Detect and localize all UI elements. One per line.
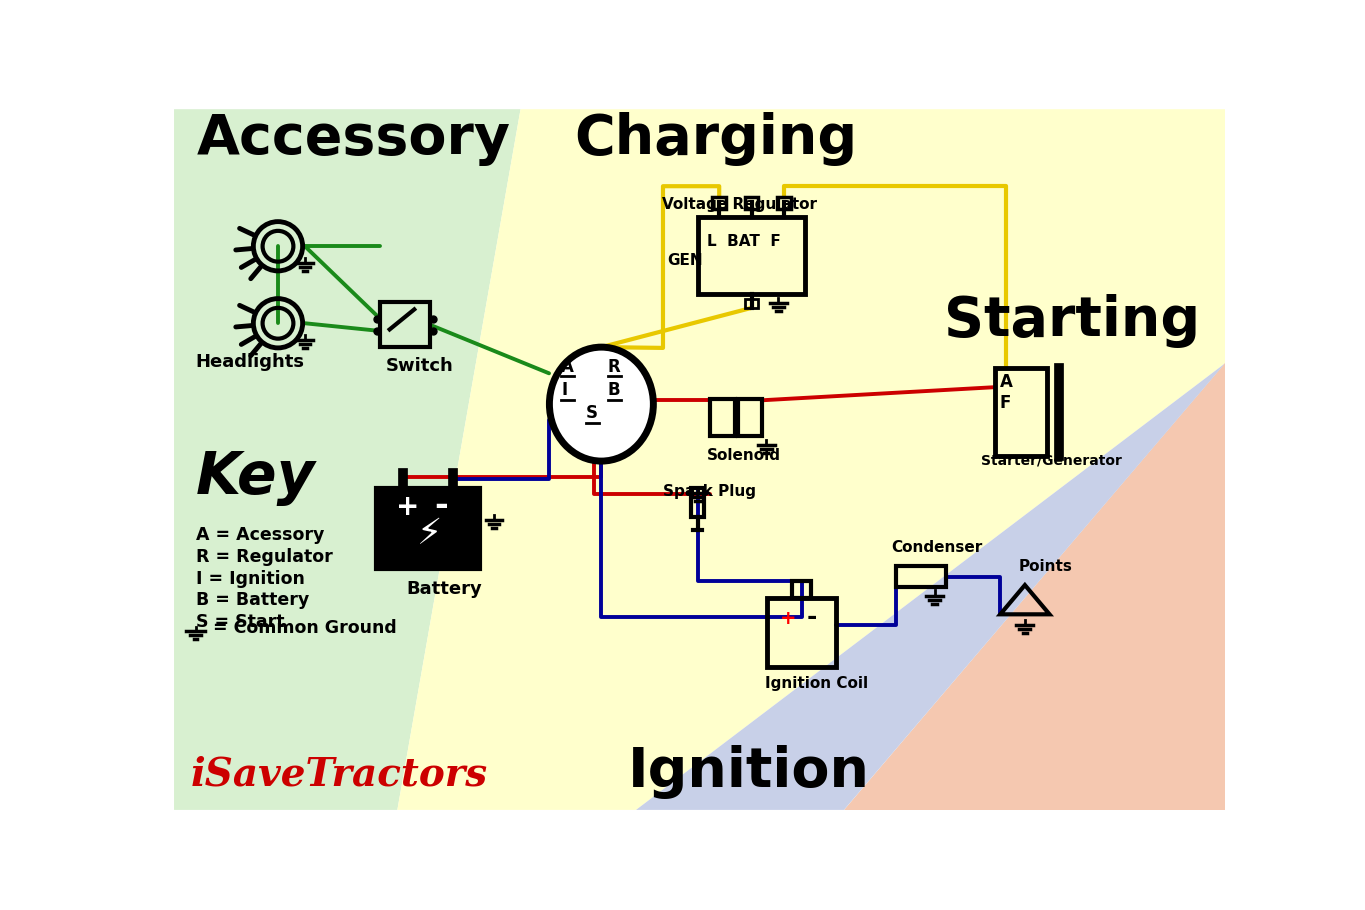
Bar [377,489,480,570]
Polygon shape [844,363,1224,810]
Text: ⚡: ⚡ [418,517,442,551]
Bar [379,302,430,347]
Text: -: - [807,604,816,629]
Bar [737,399,762,436]
Polygon shape [397,109,1224,810]
Text: +: + [779,609,797,628]
Text: Starter/Generator: Starter/Generator [981,454,1122,468]
Text: +: + [396,493,419,521]
Polygon shape [636,363,1224,810]
Bar [710,399,734,436]
Bar [792,581,811,598]
Text: iSaveTractors: iSaveTractors [191,755,489,794]
Bar [745,197,759,209]
Bar [745,298,759,308]
Text: Spark Plug: Spark Plug [663,484,756,499]
Polygon shape [175,109,520,810]
Text: S = Start: S = Start [195,612,284,631]
Text: I = Ignition: I = Ignition [195,570,304,588]
Text: Ignition: Ignition [628,744,871,799]
Text: = Common Ground: = Common Ground [213,619,396,637]
Ellipse shape [549,347,654,461]
Text: Solenoid: Solenoid [707,448,781,462]
Text: Key: Key [195,450,315,506]
Text: R: R [607,358,620,376]
Text: Headlights: Headlights [195,353,304,371]
Polygon shape [175,109,1224,810]
Text: Starting: Starting [945,294,1200,349]
Text: B = Battery: B = Battery [195,592,308,609]
Text: Switch: Switch [386,357,453,375]
Text: Accessory: Accessory [197,112,511,166]
Bar [995,368,1047,456]
Text: Voltage Regulator: Voltage Regulator [662,197,818,212]
Text: A = Acessory: A = Acessory [195,526,324,544]
Text: A: A [999,373,1013,391]
Text: S: S [586,404,598,422]
Text: B: B [607,381,620,399]
Bar [692,488,704,517]
Text: Charging: Charging [575,112,857,166]
Bar [713,197,726,209]
Text: Battery: Battery [407,581,482,598]
Bar [698,217,805,294]
Text: Ignition Coil: Ignition Coil [764,676,868,692]
Text: Points: Points [1018,560,1073,574]
Bar [777,197,790,209]
Text: R = Regulator: R = Regulator [195,548,332,566]
Text: GEN: GEN [667,253,703,268]
Text: L  BAT  F: L BAT F [707,234,781,249]
Bar [897,566,946,587]
Bar [767,598,837,667]
Text: Condenser: Condenser [891,540,983,555]
Text: -: - [434,489,448,522]
Text: F: F [999,394,1011,412]
Text: I: I [561,381,568,399]
Text: A: A [561,358,575,376]
